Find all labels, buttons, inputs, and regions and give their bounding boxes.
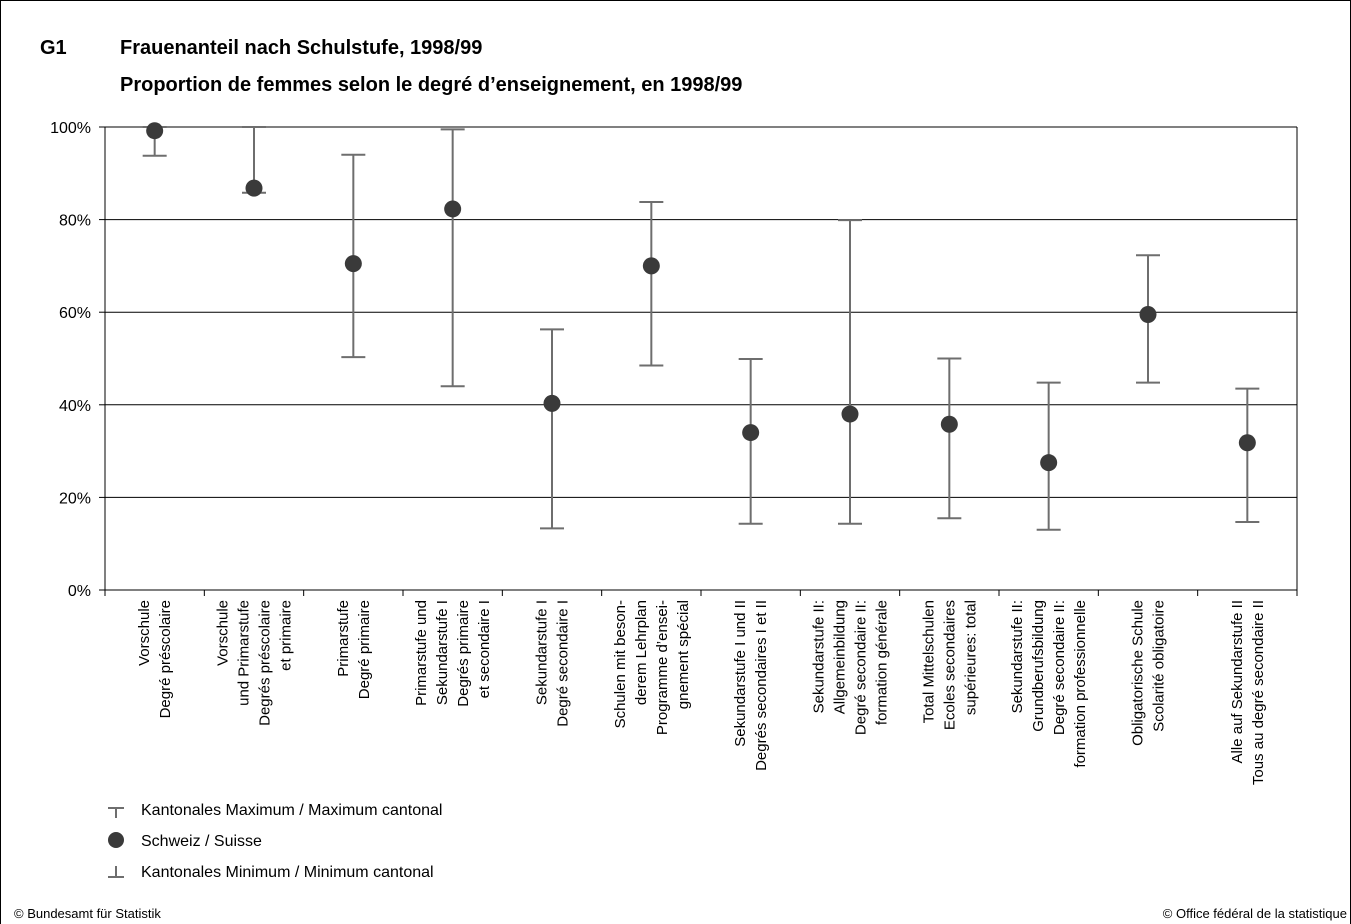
x-axis-label: Vorschule — [136, 600, 153, 666]
x-axis-label: Allgemeinbildung — [832, 600, 849, 714]
x-axis-label: Alle auf Sekundarstufe II — [1229, 600, 1246, 763]
x-axis-label: et secondaire I — [476, 600, 493, 698]
x-axis-label: gnement spécial — [675, 600, 692, 709]
x-axis-label: Sekundarstufe I und II — [732, 600, 749, 747]
range-whisker — [738, 357, 763, 525]
x-axis-label: Degré secondaire II: — [1051, 600, 1068, 735]
x-axis-labels: Vorschule Degré préscolaire Vorschule und P… — [136, 600, 1267, 785]
range-whisker — [937, 357, 962, 520]
x-axis-label: formation professionnelle — [1072, 600, 1089, 768]
data-point — [146, 122, 164, 140]
x-axis-label: Schulen mit beson- — [612, 600, 629, 728]
data-point — [245, 179, 263, 197]
x-axis-label: Tous au degré secondaire II — [1250, 600, 1267, 785]
x-axis-label: derem Lehrplan — [633, 600, 650, 705]
x-axis-label: Sekundarstufe I — [534, 600, 551, 705]
y-tick-label: 80% — [59, 213, 91, 230]
x-axis-label: Vorschule — [215, 600, 232, 666]
x-axis-label: formation générale — [874, 600, 891, 725]
x-axis-label: Sekundarstufe II: — [811, 600, 828, 713]
range-whisker — [838, 219, 862, 525]
range-whiskers — [142, 126, 1260, 531]
range-whisker — [1235, 387, 1260, 523]
x-axis-label: Degrés primaire — [455, 600, 472, 707]
x-axis-label: Degrés secondaires I et II — [753, 600, 770, 771]
x-axis-label: Grundberufsbildung — [1030, 600, 1047, 732]
y-axis-ticks: 0% 20% 40% 60% 80% 100% — [50, 120, 105, 600]
y-tick-label: 0% — [68, 583, 91, 600]
x-axis-label: Obligatorische Schule — [1130, 600, 1147, 746]
x-axis-label: und Primarstufe — [236, 600, 253, 706]
y-tick-label: 60% — [59, 305, 91, 322]
legend-point-label: Schweiz / Suisse — [141, 833, 262, 850]
legend-max-symbol — [108, 807, 124, 818]
y-tick-label: 40% — [59, 398, 91, 415]
legend-min-label: Kantonales Minimum / Minimum cantonal — [141, 864, 434, 881]
x-axis-label: Sekundarstufe II: — [1009, 600, 1026, 713]
chart-title-german: Frauenanteil nach Schulstufe, 1998/99 — [120, 37, 483, 59]
chart-title-french: Proportion de femmes selon le degré d’en… — [120, 74, 743, 96]
y-tick-label: 100% — [50, 120, 91, 137]
footer-copyright-de: © Bundesamt für Statistik — [14, 906, 161, 921]
data-points — [146, 122, 1256, 472]
x-axis-label: Total Mittelschulen — [920, 600, 937, 723]
grid-lines — [104, 126, 1298, 596]
data-point — [642, 257, 660, 275]
data-point — [344, 255, 362, 273]
x-axis-label: et primaire — [278, 600, 295, 671]
x-axis-label: Degré primaire — [356, 600, 373, 699]
data-point — [543, 394, 561, 412]
x-axis-label: Primarstufe — [335, 600, 352, 677]
footer-copyright-fr: © Office fédéral de la statistique — [1162, 906, 1347, 921]
x-axis-label: Ecoles secondaires — [941, 600, 958, 730]
x-axis-label: Degré secondaire II: — [853, 600, 870, 735]
legend: Kantonales Maximum / Maximum cantonal Sc… — [108, 802, 442, 881]
x-axis-label: Degré secondaire I — [555, 600, 572, 727]
range-whisker — [639, 201, 664, 367]
range-whisker — [440, 128, 465, 388]
data-point — [940, 415, 958, 433]
x-axis-label: Programme d’ensei- — [654, 600, 671, 735]
legend-max-label: Kantonales Maximum / Maximum cantonal — [141, 802, 442, 819]
x-axis-label: Sekundarstufe I — [434, 600, 451, 705]
x-axis-label: Scolarité obligatoire — [1151, 600, 1168, 732]
x-axis-label: Primarstufe und — [413, 600, 430, 706]
data-point — [1139, 306, 1157, 324]
figure-number: G1 — [40, 37, 67, 59]
legend-min-symbol — [108, 866, 124, 878]
range-whisker — [540, 328, 564, 530]
x-axis-label: supérieures: total — [962, 600, 979, 715]
data-point — [1238, 434, 1256, 452]
x-axis-label: Degré préscolaire — [157, 600, 174, 718]
y-tick-label: 20% — [59, 490, 91, 507]
x-axis-label: Degrés préscolaire — [257, 600, 274, 726]
data-point — [1040, 454, 1058, 472]
data-point — [742, 424, 760, 442]
legend-point-symbol — [108, 832, 124, 848]
data-point — [444, 200, 462, 218]
data-point — [841, 405, 859, 423]
